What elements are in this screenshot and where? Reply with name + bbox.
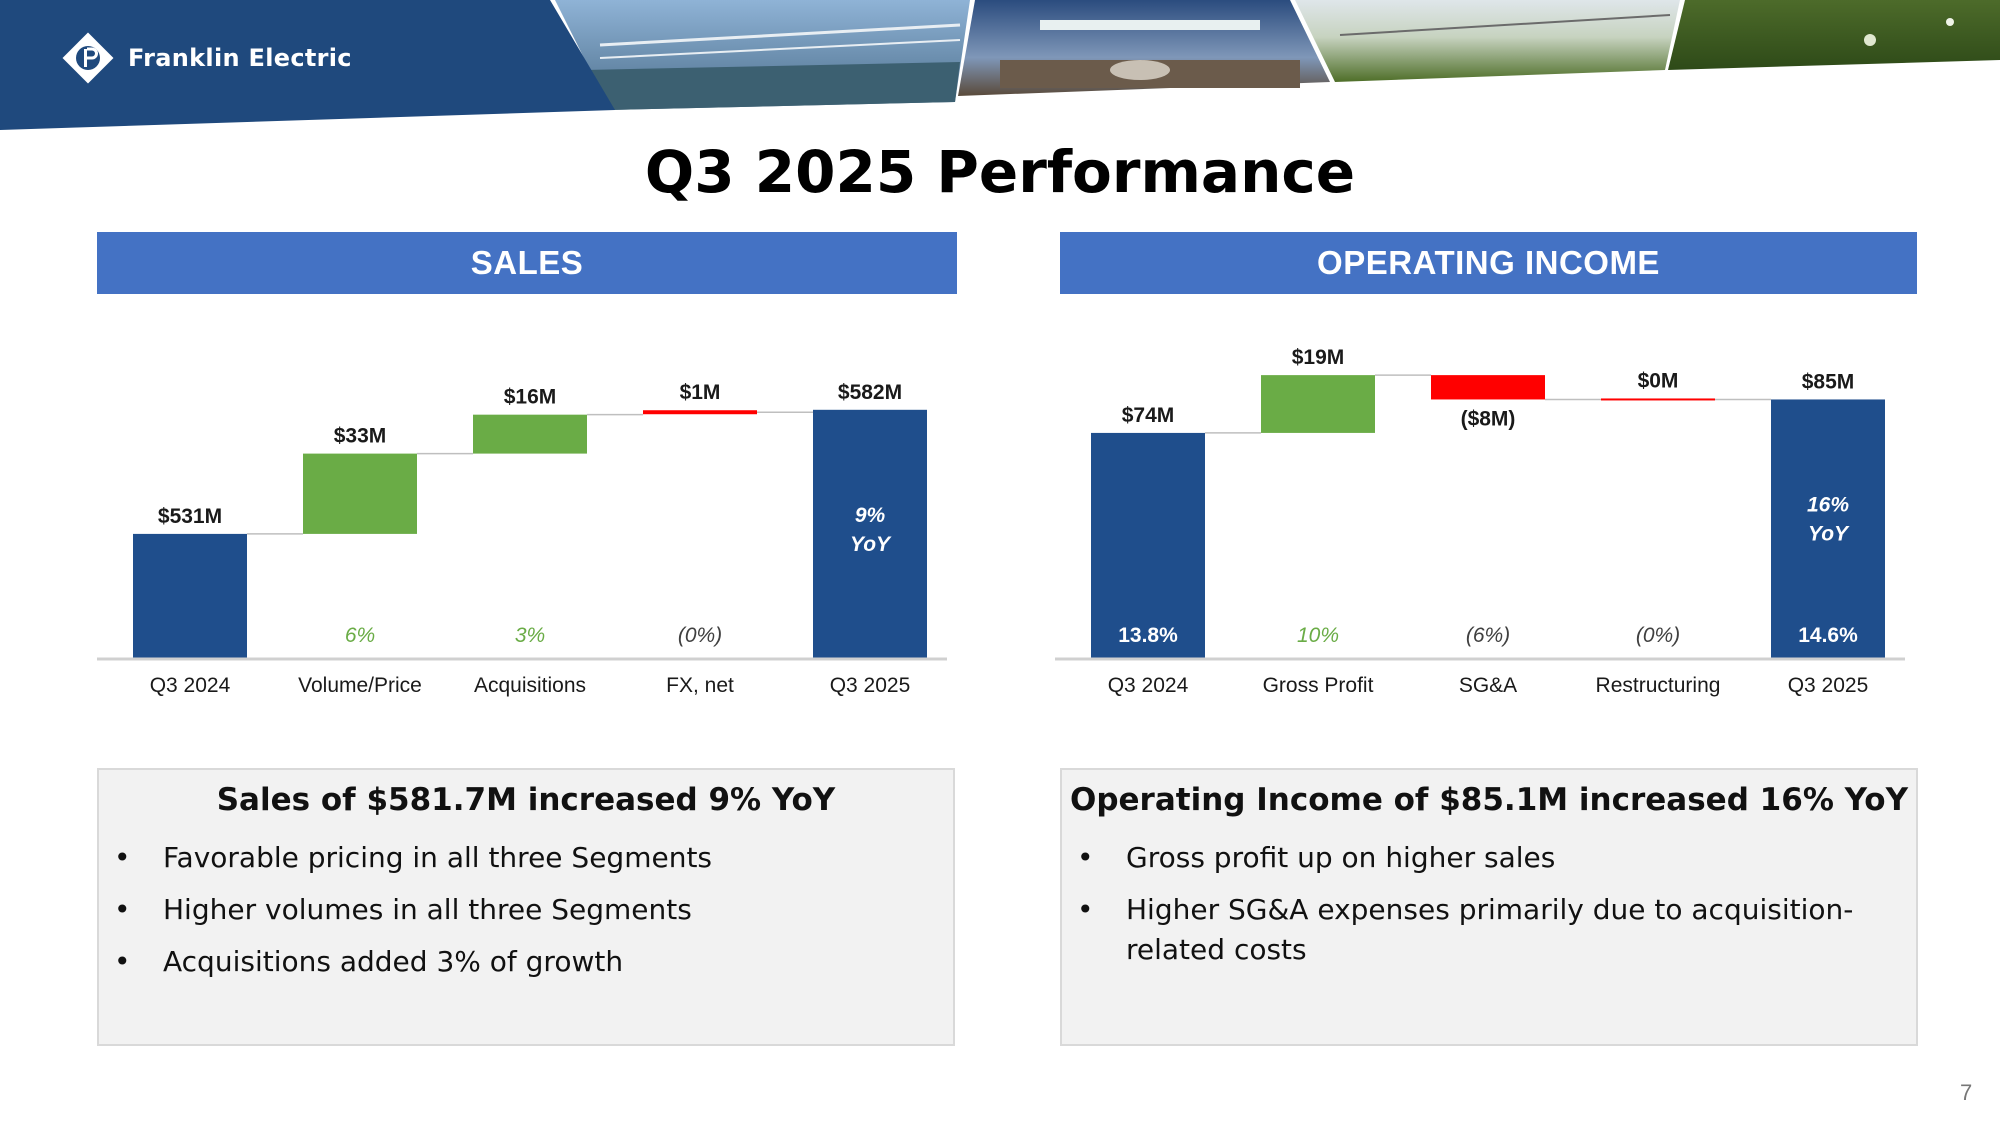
sales-bar-q3-2024 <box>133 533 247 658</box>
list-item: • Favorable pricing in all three Segments <box>114 838 923 878</box>
sales-summary-title: Sales of $581.7M increased 9% YoY <box>216 782 836 818</box>
oi-category-label: Q3 2024 <box>1108 674 1189 697</box>
oi-value-label: ($8M) <box>1461 407 1516 430</box>
list-item: • Higher SG&A expenses primarily due to a… <box>1077 890 1886 970</box>
oi-value-label: $85M <box>1802 370 1855 393</box>
sales-yoy-label: YoY <box>850 533 892 556</box>
list-item: • Gross profit up on higher sales <box>1077 838 1886 878</box>
bullet-icon: • <box>114 841 131 874</box>
sales-percent-label: 6% <box>345 624 375 647</box>
bullet-text: Favorable pricing in all three Segments <box>163 841 713 874</box>
page-title: Q3 2025 Performance <box>644 138 1356 206</box>
oi-value-label: $19M <box>1292 346 1345 369</box>
oi-category-label: SG&A <box>1459 674 1517 697</box>
list-item: • Higher volumes in all three Segments <box>114 890 923 930</box>
sales-yoy-label: 9% <box>855 504 886 527</box>
operating-income-bullet-list: • Gross profit up on higher sales • Higher… <box>1062 838 1916 970</box>
bullet-icon: • <box>1077 893 1094 926</box>
oi-category-label: Gross Profit <box>1263 674 1374 697</box>
oi-bar-gross-profit <box>1261 375 1375 433</box>
sales-category-label: Volume/Price <box>298 674 422 697</box>
sales-value-label: $1M <box>680 381 721 404</box>
oi-percent-label: (0%) <box>1636 624 1680 647</box>
sales-waterfall-chart: $531M Q3 2024 $33M 6% Volume/Price $16M 3% Acqu… <box>97 381 947 697</box>
photo-water-treatment <box>555 0 970 110</box>
oi-bar-q3-2024 <box>1091 432 1205 658</box>
sales-category-label: FX, net <box>666 674 734 697</box>
oi-yoy-label: 16% <box>1807 493 1849 516</box>
diamond-logo-icon <box>62 32 114 84</box>
page-number: 7 <box>1960 1080 1973 1105</box>
oi-percent-label: 13.8% <box>1118 624 1178 647</box>
operating-income-summary-box: Operating Income of $85.1M increased 16%… <box>1060 768 1918 1046</box>
photo-fuel-station <box>958 0 1330 96</box>
sales-category-label: Q3 2025 <box>830 674 911 697</box>
bullet-icon: • <box>1077 841 1094 874</box>
sales-bar-volume-price <box>303 453 417 534</box>
photo-sprinkler <box>1668 0 2000 70</box>
oi-percent-label: (6%) <box>1466 624 1510 647</box>
oi-category-label: Q3 2025 <box>1788 674 1869 697</box>
sales-value-label: $531M <box>158 505 222 528</box>
oi-category-label: Restructuring <box>1596 674 1721 697</box>
oi-bar-restructuring <box>1601 398 1715 401</box>
sales-value-label: $33M <box>334 425 387 448</box>
oi-yoy-label: YoY <box>1808 522 1850 545</box>
bullet-text: Higher SG&A expenses primarily due to ac… <box>1126 893 1854 966</box>
header-banner <box>0 0 2000 130</box>
sales-category-label: Acquisitions <box>474 674 586 697</box>
sales-bullet-list: • Favorable pricing in all three Segments… <box>99 838 953 982</box>
bullet-icon: • <box>114 893 131 926</box>
photo-irrigation-field <box>1295 0 1680 82</box>
oi-value-label: $0M <box>1638 369 1679 392</box>
bullet-text: Gross profit up on higher sales <box>1126 841 1556 874</box>
oi-value-label: $74M <box>1122 404 1175 427</box>
oi-percent-label: 14.6% <box>1798 624 1858 647</box>
oi-bar-sg-a <box>1431 375 1545 400</box>
bullet-text: Acquisitions added 3% of growth <box>163 945 624 978</box>
operating-income-section-header: OPERATING INCOME <box>1060 232 1917 294</box>
operating-income-waterfall-chart: $74M 13.8% Q3 2024 $19M 10% Gross Profit ($8M)… <box>1055 346 1905 697</box>
sales-category-label: Q3 2024 <box>150 674 231 697</box>
franklin-electric-logo[interactable]: Franklin Electric <box>60 30 352 86</box>
sales-section-header: SALES <box>97 232 957 294</box>
sales-bar-fx-net <box>643 410 757 415</box>
oi-bar-q3-2025 <box>1771 399 1885 658</box>
list-item: • Acquisitions added 3% of growth <box>114 942 923 982</box>
sales-value-label: $582M <box>838 381 902 404</box>
brand-band <box>0 0 615 130</box>
sales-value-label: $16M <box>504 386 557 409</box>
sales-bar-q3-2025 <box>813 409 927 658</box>
bullet-text: Higher volumes in all three Segments <box>163 893 692 926</box>
sales-percent-label: (0%) <box>678 624 722 647</box>
brand-name: Franklin Electric <box>128 44 352 72</box>
sales-summary-box: Sales of $581.7M increased 9% YoY • Favor… <box>97 768 955 1046</box>
sales-percent-label: 3% <box>515 624 545 647</box>
sales-bar-acquisitions <box>473 414 587 454</box>
bullet-icon: • <box>114 945 131 978</box>
operating-income-summary-title: Operating Income of $85.1M increased 16%… <box>1069 782 1909 818</box>
oi-percent-label: 10% <box>1297 624 1339 647</box>
